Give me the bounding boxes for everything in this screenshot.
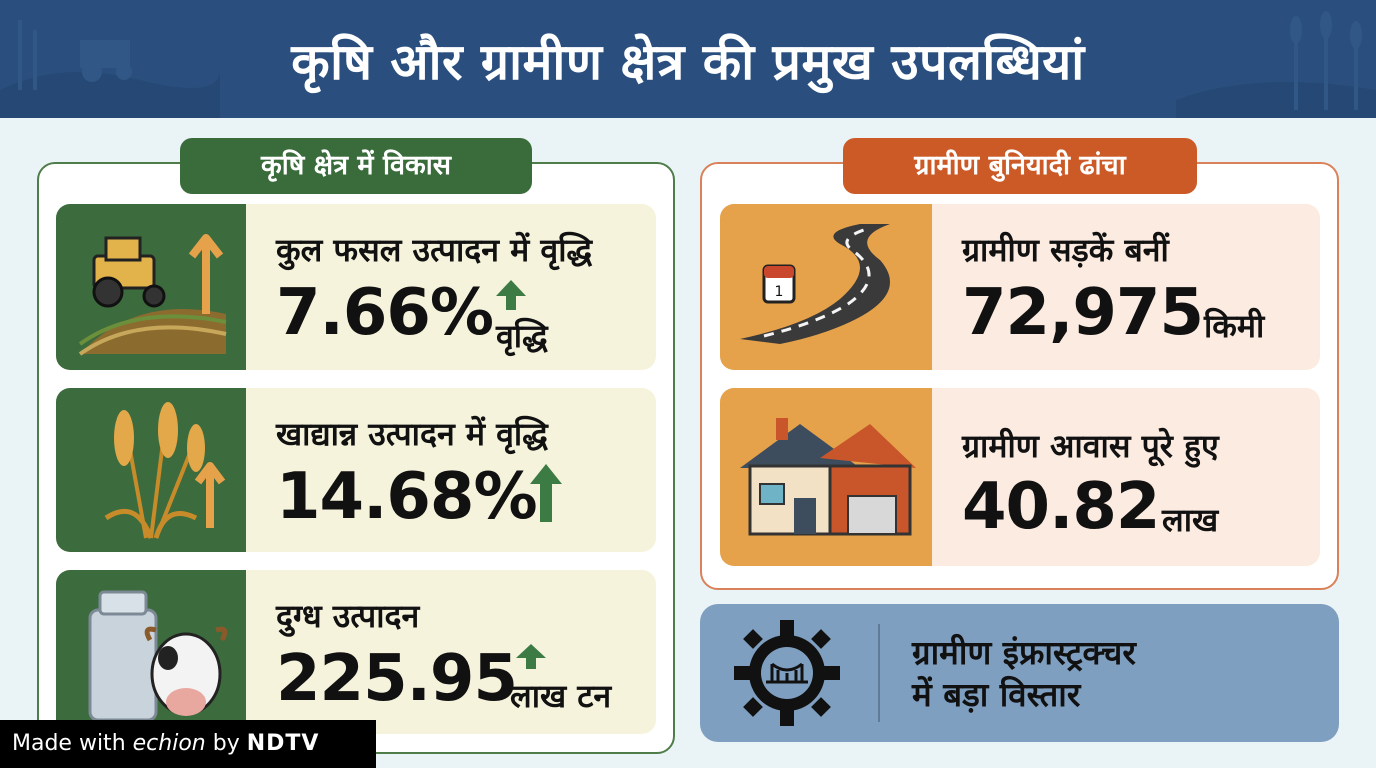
made-with-footer: Made with echion by NDTV <box>0 720 376 768</box>
header-banner: कृषि और ग्रामीण क्षेत्र की प्रमुख उपलब्ध… <box>0 0 1376 118</box>
wheat-decoration-icon <box>1176 11 1376 118</box>
foodgrain-production-card: खाद्यान्न उत्पादन में वृद्धि 14.68% <box>56 388 656 552</box>
agriculture-panel-title: कृषि क्षेत्र में विकास <box>180 138 532 194</box>
foodgrain-production-body: खाद्यान्न उत्पादन में वृद्धि 14.68% <box>246 388 656 552</box>
milk-production-label: दुग्ध उत्पादन <box>276 597 420 635</box>
milk-production-body: दुग्ध उत्पादन 225.95 लाख टन <box>246 570 656 734</box>
foodgrain-production-label: खाद्यान्न उत्पादन में वृद्धि <box>276 415 548 453</box>
crop-production-body: कुल फसल उत्पादन में वृद्धि 7.66% वृद्धि <box>246 204 656 370</box>
rural-housing-value: 40.82 <box>962 470 1160 544</box>
road-icon: 1 <box>720 204 932 370</box>
rural-roads-body: ग्रामीण सड़कें बनीं 72,975 किमी <box>932 204 1320 370</box>
brand-logo: echion <box>132 731 206 756</box>
rural-housing-label: ग्रामीण आवास पूरे हुए <box>962 427 1219 465</box>
rural-panel-title: ग्रामीण बुनियादी ढांचा <box>843 138 1197 194</box>
crop-production-card: कुल फसल उत्पादन में वृद्धि 7.66% वृद्धि <box>56 204 656 370</box>
banner-divider <box>878 624 880 722</box>
rural-roads-label: ग्रामीण सड़कें बनीं <box>962 231 1169 269</box>
rural-roads-unit: किमी <box>1204 307 1265 345</box>
milk-production-unit: लाख टन <box>510 677 612 715</box>
up-arrow-icon <box>530 464 562 522</box>
crop-production-value: 7.66% <box>276 276 494 350</box>
farm-decoration-icon <box>0 20 220 118</box>
foodgrain-production-value: 14.68% <box>276 460 538 534</box>
rural-roads-value: 72,975 <box>962 276 1204 350</box>
wheat-icon <box>56 388 246 552</box>
crop-production-label: कुल फसल उत्पादन में वृद्धि <box>276 231 593 269</box>
milk-production-value: 225.95 <box>276 642 518 716</box>
up-arrow-icon <box>496 280 526 310</box>
infrastructure-banner: ग्रामीण इंफ्रास्ट्रक्चर में बड़ा विस्तार <box>700 604 1339 742</box>
milk-production-card: दुग्ध उत्पादन 225.95 लाख टन <box>56 570 656 734</box>
made-with-text: Made with <box>12 731 126 756</box>
banner-line-2: में बड़ा विस्तार <box>912 675 1081 714</box>
page-title: कृषि और ग्रामीण क्षेत्र की प्रमुख उपलब्ध… <box>291 33 1085 91</box>
by-text: by <box>212 731 240 756</box>
rural-housing-body: ग्रामीण आवास पूरे हुए 40.82 लाख <box>932 388 1320 566</box>
gear-bridge-icon <box>734 620 840 726</box>
rural-housing-unit: लाख <box>1162 501 1219 539</box>
rural-housing-card: ग्रामीण आवास पूरे हुए 40.82 लाख <box>720 388 1320 566</box>
up-arrow-icon <box>516 644 546 669</box>
rural-roads-card: 1 ग्रामीण सड़कें बनीं 72,975 किमी <box>720 204 1320 370</box>
house-icon <box>720 388 932 566</box>
partner-logo: NDTV <box>246 731 320 756</box>
crop-production-unit: वृद्धि <box>496 317 548 355</box>
tractor-field-icon <box>56 204 246 370</box>
svg-text:1: 1 <box>775 284 784 300</box>
banner-line-1: ग्रामीण इंफ्रास्ट्रक्चर <box>912 633 1136 672</box>
milk-can-cow-icon <box>56 570 246 734</box>
banner-text: ग्रामीण इंफ्रास्ट्रक्चर में बड़ा विस्तार <box>912 632 1136 716</box>
